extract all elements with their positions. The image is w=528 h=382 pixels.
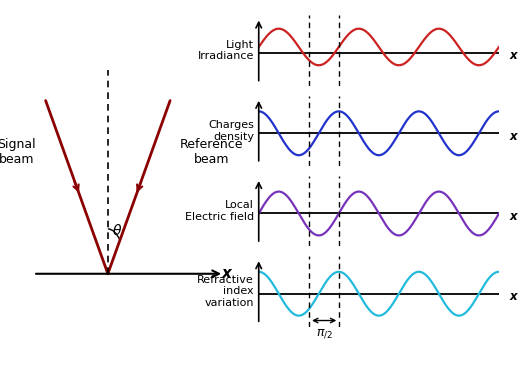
- Text: $\boldsymbol{x}$: $\boldsymbol{x}$: [508, 130, 519, 143]
- Text: $\pi_{/2}$: $\pi_{/2}$: [316, 327, 333, 340]
- Text: $\boldsymbol{x}$: $\boldsymbol{x}$: [508, 50, 519, 63]
- Text: Refractive
index
variation: Refractive index variation: [197, 275, 254, 308]
- Text: Signal
beam: Signal beam: [0, 138, 36, 165]
- Text: Reference
beam: Reference beam: [180, 138, 243, 165]
- Text: $\boldsymbol{x}$: $\boldsymbol{x}$: [508, 210, 519, 223]
- Text: Local
Electric field: Local Electric field: [185, 200, 254, 222]
- Text: Light
Irradiance: Light Irradiance: [197, 40, 254, 62]
- Text: $\boldsymbol{x}$: $\boldsymbol{x}$: [508, 290, 519, 303]
- Text: θ: θ: [113, 224, 121, 238]
- Text: Charges
density: Charges density: [208, 120, 254, 142]
- Text: $\boldsymbol{x}$: $\boldsymbol{x}$: [221, 266, 234, 281]
